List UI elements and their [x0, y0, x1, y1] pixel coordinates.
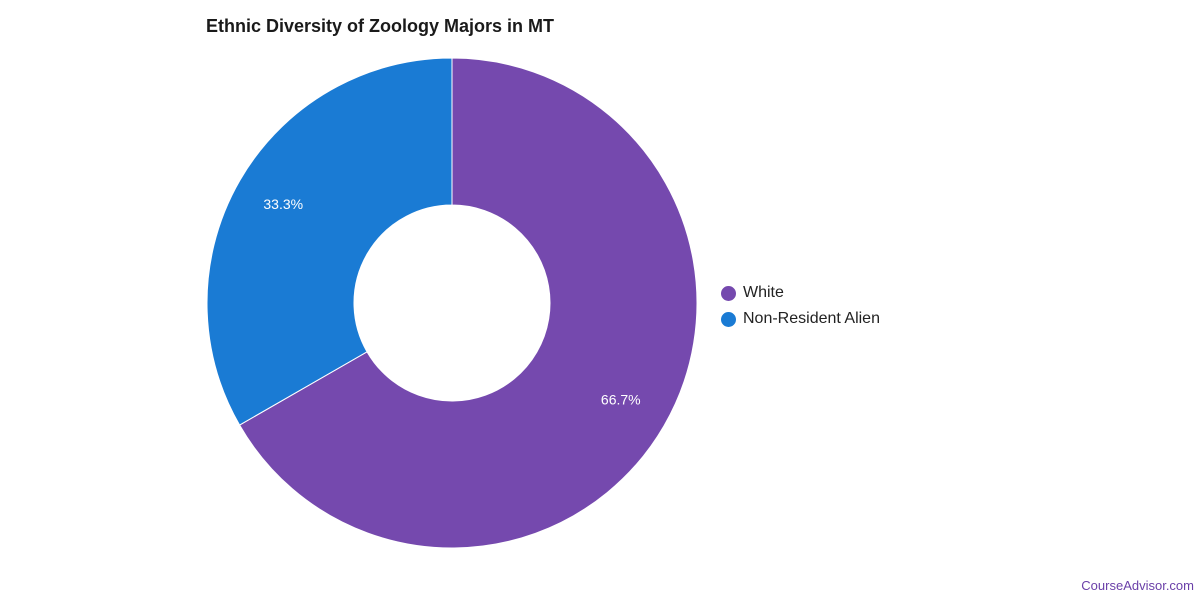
slice-label-non-resident-alien: 33.3% [263, 196, 303, 212]
legend-swatch-white [721, 285, 736, 301]
slice-non-resident-alien[interactable] [206, 57, 453, 426]
legend-label-non-resident-alien: Non-Resident Alien [743, 310, 880, 327]
source-watermark[interactable]: CourseAdvisor.com [1081, 578, 1194, 593]
legend-item-non-resident-alien[interactable]: Non-Resident Alien [721, 306, 880, 332]
slice-white[interactable] [238, 57, 698, 549]
chart-title: Ethnic Diversity of Zoology Majors in MT [206, 16, 555, 36]
legend-item-white[interactable]: White [721, 280, 880, 306]
legend-label-white: White [743, 284, 784, 301]
chart-legend: White Non-Resident Alien [721, 280, 880, 332]
legend-swatch-non-resident-alien [721, 311, 736, 327]
slice-label-white: 66.7% [601, 391, 641, 407]
